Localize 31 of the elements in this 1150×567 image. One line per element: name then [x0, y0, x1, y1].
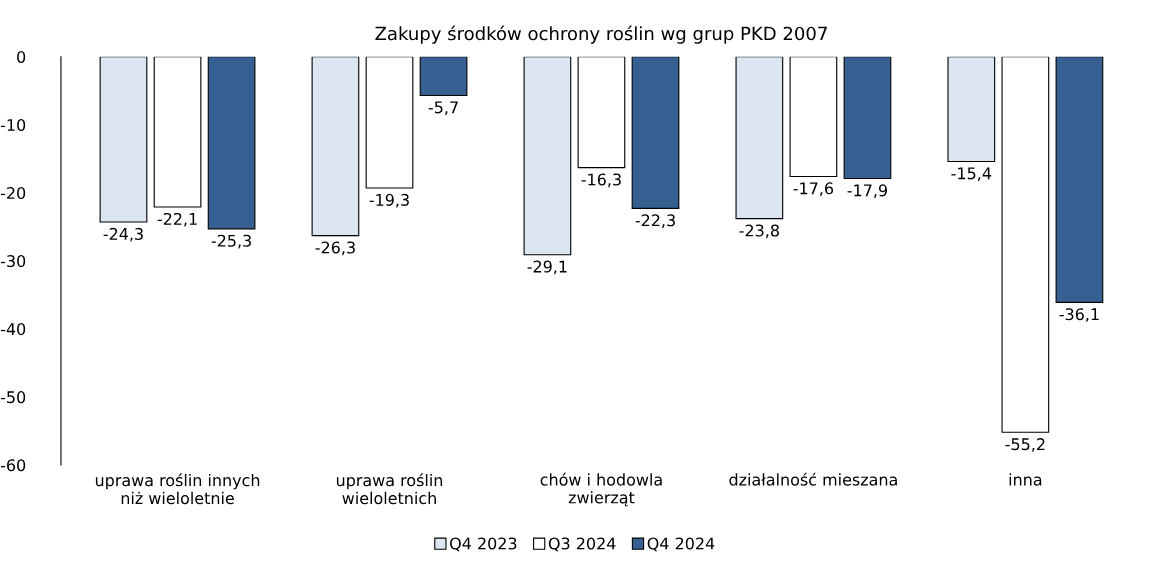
x-tick-label: działalność mieszana [729, 472, 897, 486]
data-label: -5,7 [428, 101, 458, 116]
data-label: -55,2 [1005, 438, 1045, 452]
data-label: -16,3 [581, 173, 621, 188]
data-label: -19,3 [369, 193, 409, 208]
data-label: -36,1 [1059, 308, 1099, 322]
y-tick-label: -10 [0, 118, 26, 132]
y-tick-label: -30 [0, 255, 26, 268]
y-tick-label: 0 [17, 50, 26, 63]
chart-title: Zakupy środków ochrony roślin wg grup PKD 2007 [375, 25, 827, 44]
data-label: -15,4 [951, 167, 992, 182]
y-tick-label: -20 [0, 186, 26, 200]
x-tick-label: chów i hodowla zwierząt [540, 472, 662, 507]
x-tick-label: inna [1009, 473, 1042, 486]
data-label: -17,6 [793, 182, 834, 196]
data-label: -22,1 [157, 212, 197, 227]
data-label: -25,3 [211, 234, 251, 249]
x-tick-label: uprawa roślin wieloletnich [336, 473, 443, 505]
data-label: -22,3 [635, 214, 675, 228]
y-tick-label: -60 [0, 459, 26, 472]
x-tick-label: uprawa roślin innych niż wieloletnie [95, 473, 260, 505]
data-label: -29,1 [527, 260, 567, 275]
legend-label: Q3 2024 [548, 537, 616, 552]
data-label: -24,3 [103, 227, 143, 242]
y-tick-label: -40 [0, 323, 26, 336]
legend-label: Q4 2024 [647, 537, 715, 552]
data-label: -17,9 [847, 184, 887, 199]
data-label: -26,3 [315, 241, 355, 256]
data-label: -23,8 [739, 224, 779, 239]
y-tick-label: -50 [0, 391, 26, 404]
legend-label: Q4 2023 [450, 537, 517, 552]
